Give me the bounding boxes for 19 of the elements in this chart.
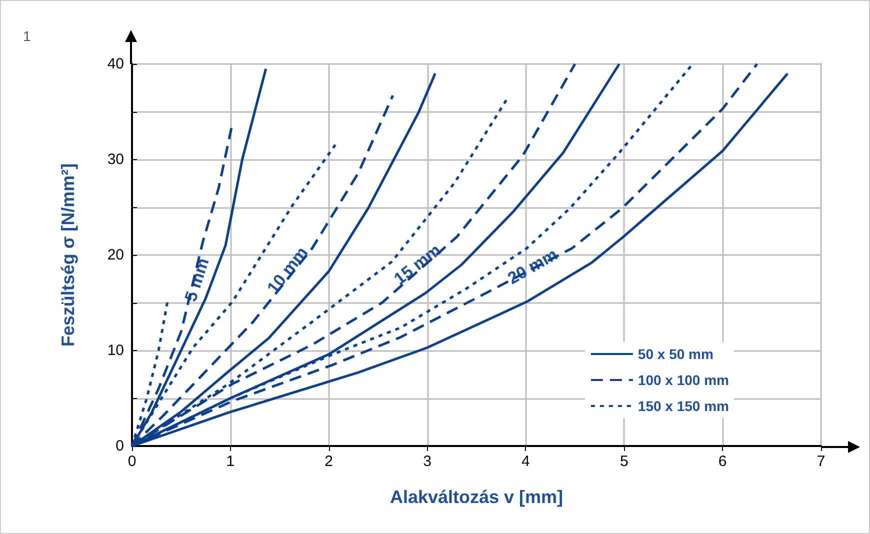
x-tick-label: 5	[620, 453, 628, 470]
x-tick-label: 2	[324, 453, 334, 470]
x-tick-label: 3	[423, 453, 432, 470]
x-axis-title: Alakváltozás v [mm]	[390, 487, 564, 507]
x-tick-label: 7	[816, 453, 826, 470]
y-tick-label: 20	[107, 246, 124, 264]
y-tick-label: 10	[107, 342, 124, 359]
legend-label: 50 x 50 mm	[638, 346, 714, 362]
x-tick-label: 0	[128, 453, 136, 470]
legend-label: 150 x 150 mm	[638, 398, 730, 414]
legend-label: 100 x 100 mm	[638, 372, 730, 388]
x-tick-label: 1	[226, 453, 235, 470]
y-tick-label: 30	[107, 151, 124, 168]
x-tick-label: 6	[718, 453, 727, 470]
text: 1	[23, 28, 31, 44]
y-tick-label: 0	[116, 438, 124, 454]
y-tick-label: 40	[107, 56, 124, 72]
x-tick-label: 4	[522, 453, 530, 470]
y-axis-title: Feszültség σ [N/mm²]	[58, 163, 78, 347]
